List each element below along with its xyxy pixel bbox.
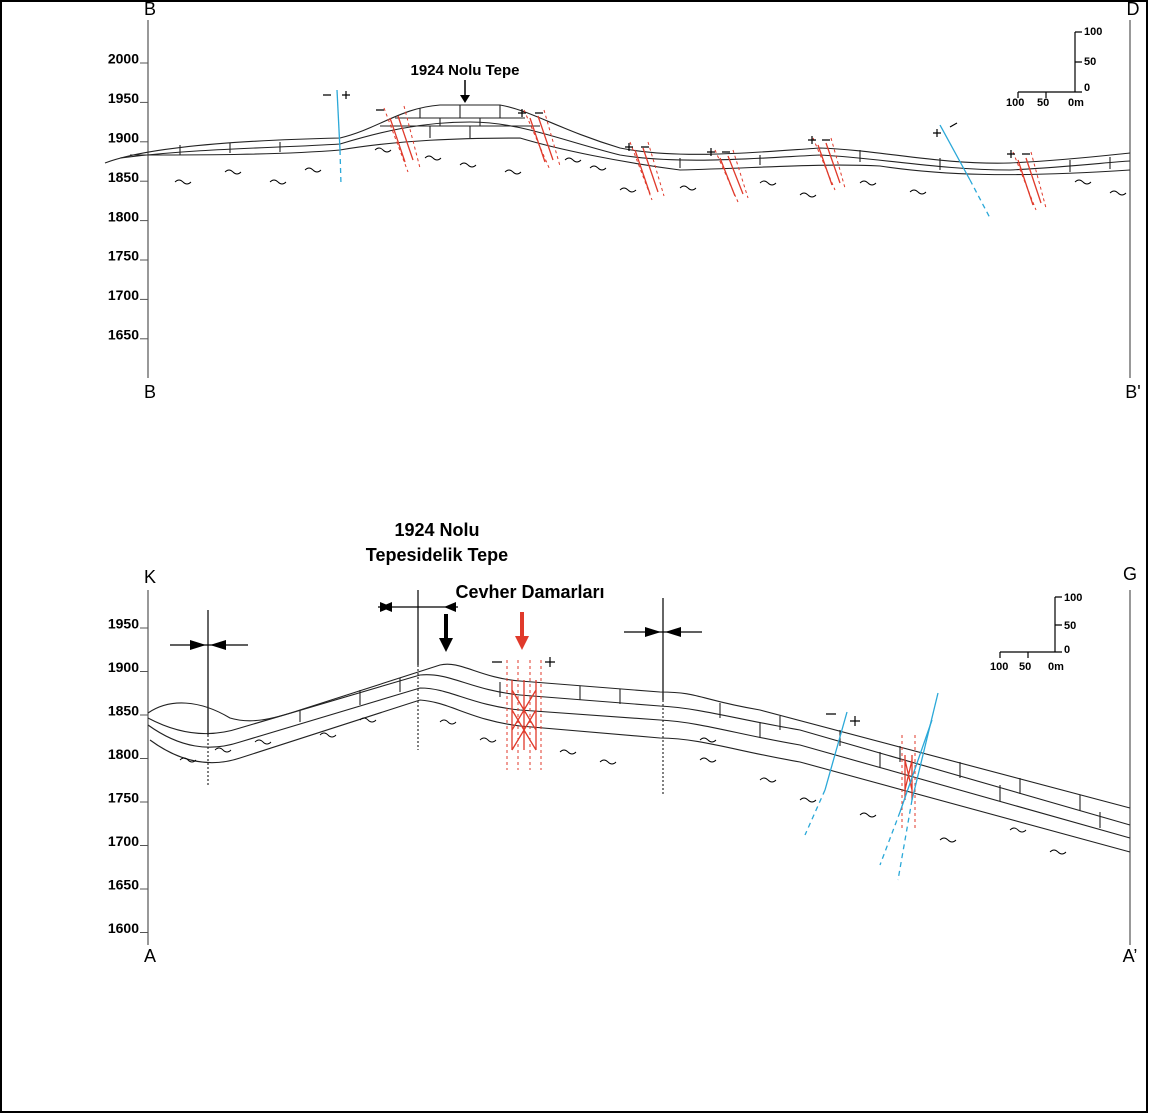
- tick-label: 1850: [108, 169, 139, 185]
- scale-label: 100: [1064, 592, 1082, 604]
- scale-label: 0m: [1048, 661, 1064, 673]
- arrow-head: [515, 636, 529, 650]
- layer: [129, 137, 1131, 176]
- tick-label: 1700: [108, 833, 139, 849]
- corner-label: B: [144, 0, 156, 19]
- elevation-ticks: 2000 1950 1900 1850 1800 1750 1700 1650: [108, 51, 148, 343]
- section-b: B D B B' 2000 1950 1900 1850 1800 1750 1700 165…: [104, 0, 1141, 402]
- layer: [147, 663, 1131, 809]
- annotation: 1924 Nolu Tepe: [411, 62, 520, 79]
- tick-label: 1750: [108, 790, 139, 806]
- scale-label: 50: [1064, 620, 1076, 632]
- scale-label: 0m: [1068, 97, 1084, 109]
- ore-veins: [506, 660, 939, 881]
- tilde-marks: [179, 717, 1067, 855]
- scale-label: 0: [1084, 82, 1090, 94]
- fault-signs: [323, 91, 1030, 158]
- scale-label: 50: [1037, 97, 1049, 109]
- tick-label: 1600: [108, 920, 139, 936]
- tick-label: 1750: [108, 248, 139, 264]
- tick-label: 1850: [108, 703, 139, 719]
- annotation: Cevher Damarları: [455, 582, 604, 602]
- layer: [147, 674, 1131, 826]
- tick-label: 1900: [108, 130, 139, 146]
- tick-label: 1650: [108, 877, 139, 893]
- scale-label: 50: [1019, 661, 1031, 673]
- layer: [147, 687, 1131, 839]
- tick-label: 1800: [108, 208, 139, 224]
- arrow-head: [439, 638, 453, 652]
- corner-label: G: [1123, 564, 1137, 584]
- corner-label: A’: [1123, 946, 1138, 966]
- corner-label: B: [144, 382, 156, 402]
- tick-label: 1800: [108, 746, 139, 762]
- layer: [104, 104, 1131, 164]
- scale-bar: 100 50 0 100 50 0m: [1006, 26, 1102, 109]
- annotation: 1924 Nolu: [394, 520, 479, 540]
- faults: [336, 89, 1047, 219]
- scale-label: 50: [1084, 56, 1096, 68]
- scale-label: 100: [990, 661, 1008, 673]
- fold-axes: [170, 590, 702, 795]
- scale-label: 0: [1064, 644, 1070, 656]
- bedding-ticks: [299, 678, 1101, 828]
- corner-label: B': [1125, 382, 1140, 402]
- annotation: Tepesidelik Tepe: [366, 545, 508, 565]
- scale-label: 100: [1006, 97, 1024, 109]
- layer: [119, 121, 1131, 171]
- layer: [149, 699, 1131, 853]
- tick-label: 1650: [108, 327, 139, 343]
- scale-label: 100: [1084, 26, 1102, 38]
- tick-label: 1900: [108, 659, 139, 675]
- tilde-marks: [174, 147, 1127, 198]
- corner-label: K: [144, 567, 156, 587]
- tick-label: 2000: [108, 51, 139, 67]
- corner-label: A: [144, 946, 156, 966]
- bedding-ticks: [179, 105, 1111, 172]
- elevation-ticks: 1950 1900 1850 1800 1750 1700 1650 1600: [108, 616, 148, 936]
- tick-label: 1700: [108, 287, 139, 303]
- arrow-head: [460, 95, 470, 103]
- corner-label: D: [1127, 0, 1140, 19]
- section-a: K G A A’ 1950 1900 1850 1800 1750 1700 1650 160…: [108, 520, 1137, 966]
- tick-label: 1950: [108, 90, 139, 106]
- scale-bar: 100 50 0 100 50 0m: [990, 592, 1082, 673]
- fault-signs: [492, 657, 860, 726]
- tick-label: 1950: [108, 616, 139, 632]
